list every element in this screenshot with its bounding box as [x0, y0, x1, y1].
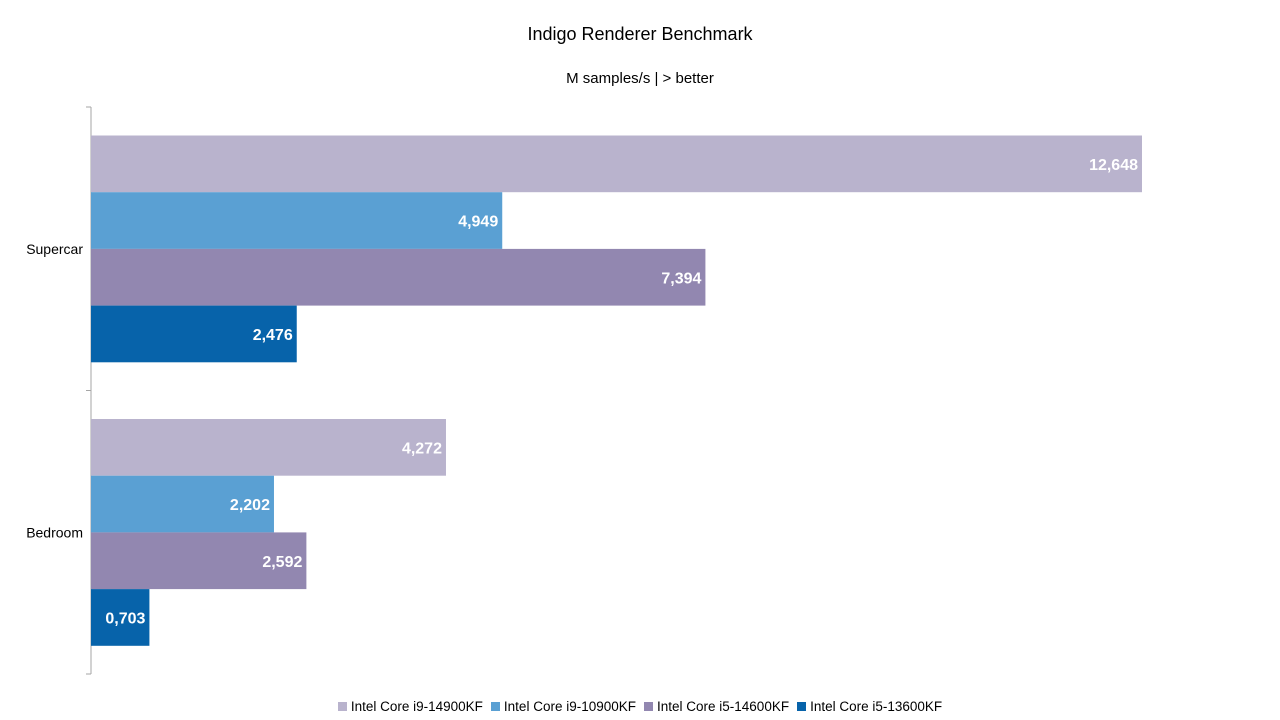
legend-swatch: [337, 702, 347, 711]
bar: [91, 248, 706, 306]
legend-item: Intel Core i5-14600KF: [644, 699, 789, 714]
data-label: 2,592: [262, 554, 302, 571]
bar: [91, 192, 503, 249]
legend-label: Intel Core i5-13600KF: [810, 699, 943, 714]
data-label: 12,648: [1089, 157, 1138, 174]
bar: [91, 532, 307, 590]
bar: [91, 135, 1142, 193]
legend-swatch: [644, 702, 653, 711]
bar: [91, 475, 274, 533]
legend-item: Intel Core i9-10900KF: [490, 699, 636, 714]
legend-label: Intel Core i5-14600KF: [657, 699, 790, 714]
legend-label: Intel Core i9-10900KF: [503, 699, 636, 714]
data-label: 4,272: [402, 440, 442, 457]
legend-item: Intel Core i9-14900KF: [337, 699, 483, 714]
chart-subtitle: M samples/s | > better: [566, 70, 714, 87]
legend-label: Intel Core i9-14900KF: [350, 699, 483, 714]
chart-legend: Intel Core i9-14900KF Intel Core i9-10900…: [0, 699, 1280, 714]
chart-title: Indigo Renderer Benchmark: [527, 24, 753, 44]
bar: [91, 419, 446, 476]
data-label: 2,202: [230, 497, 270, 514]
legend-item: Intel Core i5-13600KF: [797, 699, 942, 714]
data-label: 4,949: [458, 214, 498, 231]
category-label: Bedroom: [26, 524, 83, 540]
bar: [91, 305, 297, 363]
bar: [91, 589, 150, 646]
data-label: 0,703: [105, 610, 145, 627]
legend-swatch: [490, 702, 500, 711]
data-label: 7,394: [661, 270, 701, 287]
legend-swatch: [797, 702, 807, 711]
category-label: Supercar: [26, 241, 83, 257]
data-label: 2,476: [253, 327, 293, 344]
